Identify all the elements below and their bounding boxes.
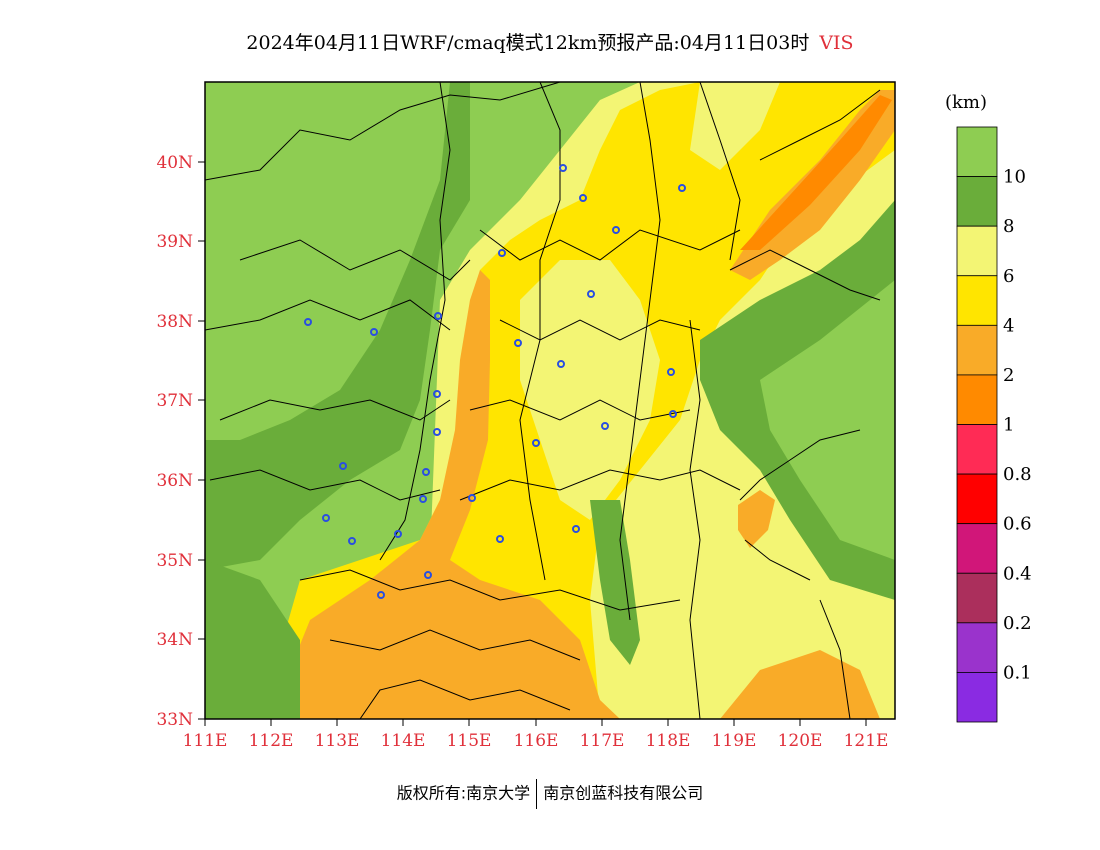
colorbar-label: 8 [1003,216,1014,237]
chart-title: 2024年04月11日WRF/cmaq模式12km预报产品:04月11日03时 V… [0,28,1100,55]
lon-label: 117E [580,731,625,751]
title-variable: VIS [819,32,854,54]
lon-label: 115E [447,731,492,751]
lon-label: 113E [315,731,360,751]
city-marker [339,462,347,470]
colorbar-label: 0.6 [1003,514,1032,535]
city-marker [394,530,402,538]
colorbar-swatch [956,126,998,177]
lon-label: 118E [646,731,691,751]
city-marker [434,312,442,320]
city-marker [468,494,476,502]
footer-separator [536,779,538,809]
colorbar-swatch [956,374,998,425]
colorbar-label: 6 [1003,266,1014,287]
colorbar-swatch [956,523,998,574]
colorbar-swatch [956,225,998,277]
latitude-axis: 40N 39N 38N 37N 36N 35N 34N 33N [156,153,205,730]
city-marker [514,339,522,347]
colorbar-swatch [956,672,998,723]
colorbar-swatch [956,473,998,525]
city-marker [424,571,432,579]
lat-label: 35N [156,551,193,571]
city-marker [304,318,312,326]
colorbar-swatch [956,324,998,376]
city-marker [669,410,677,418]
company-text: 南京创蓝科技有限公司 [543,783,704,803]
colorbar-swatch [956,572,998,624]
colorbar-label: 0.2 [1003,613,1032,634]
lon-label: 112E [249,731,294,751]
title-main: 2024年04月11日WRF/cmaq模式12km预报产品:04月11日03时 [246,32,810,54]
city-marker [322,514,330,522]
colorbar-unit: (km) [945,92,987,113]
city-marker [377,591,385,599]
colorbar-label: 4 [1003,315,1014,336]
lon-label: 111E [183,731,228,751]
colorbar-label: 0.4 [1003,563,1032,584]
colorbar-label: 0.1 [1003,662,1032,683]
city-marker [579,194,587,202]
boundary-lines [205,82,881,719]
city-marker [587,290,595,298]
lat-label: 39N [156,232,193,252]
colorbar-label: 0.8 [1003,464,1032,485]
city-marker [612,226,620,234]
colorbar-swatch [956,275,998,326]
city-marker [496,535,504,543]
lon-label: 114E [381,731,426,751]
colorbar-swatches [956,126,998,723]
city-marker [348,537,356,545]
lat-label: 36N [156,471,193,491]
footer: 版权所有:南京大学 南京创蓝科技有限公司 [0,779,1100,809]
colorbar-swatch [956,622,998,673]
lat-label: 40N [156,153,193,173]
colorbar: (km) 10 8 6 4 2 1 0.8 0.6 0.4 0.2 0.1 [945,92,1032,723]
city-marker [433,390,441,398]
lat-label: 33N [156,710,193,730]
lat-label: 38N [156,312,193,332]
city-markers [304,164,686,599]
city-marker [667,368,675,376]
visibility-field [205,82,895,719]
lon-label: 120E [778,731,823,751]
colorbar-label: 2 [1003,365,1014,386]
lon-label: 121E [844,731,889,751]
city-marker [422,468,430,476]
city-marker [370,328,378,336]
lon-label: 116E [514,731,559,751]
city-marker [433,428,441,436]
city-marker [601,422,609,430]
lat-label: 37N [156,391,193,411]
colorbar-swatch [956,176,998,227]
colorbar-label: 10 [1003,167,1026,188]
city-marker [532,439,540,447]
city-marker [559,164,567,172]
city-marker [557,360,565,368]
longitude-axis: 111E 112E 113E 114E 115E 116E 117E 118E … [183,719,889,751]
city-marker [678,184,686,192]
city-marker [498,249,506,257]
city-marker [572,525,580,533]
city-marker [419,495,427,503]
copyright-text: 版权所有:南京大学 [396,783,531,803]
colorbar-label: 1 [1003,415,1014,436]
lon-label: 119E [712,731,757,751]
lat-label: 34N [156,630,193,650]
colorbar-labels: 10 8 6 4 2 1 0.8 0.6 0.4 0.2 0.1 [1003,167,1032,684]
colorbar-swatch [956,424,998,475]
